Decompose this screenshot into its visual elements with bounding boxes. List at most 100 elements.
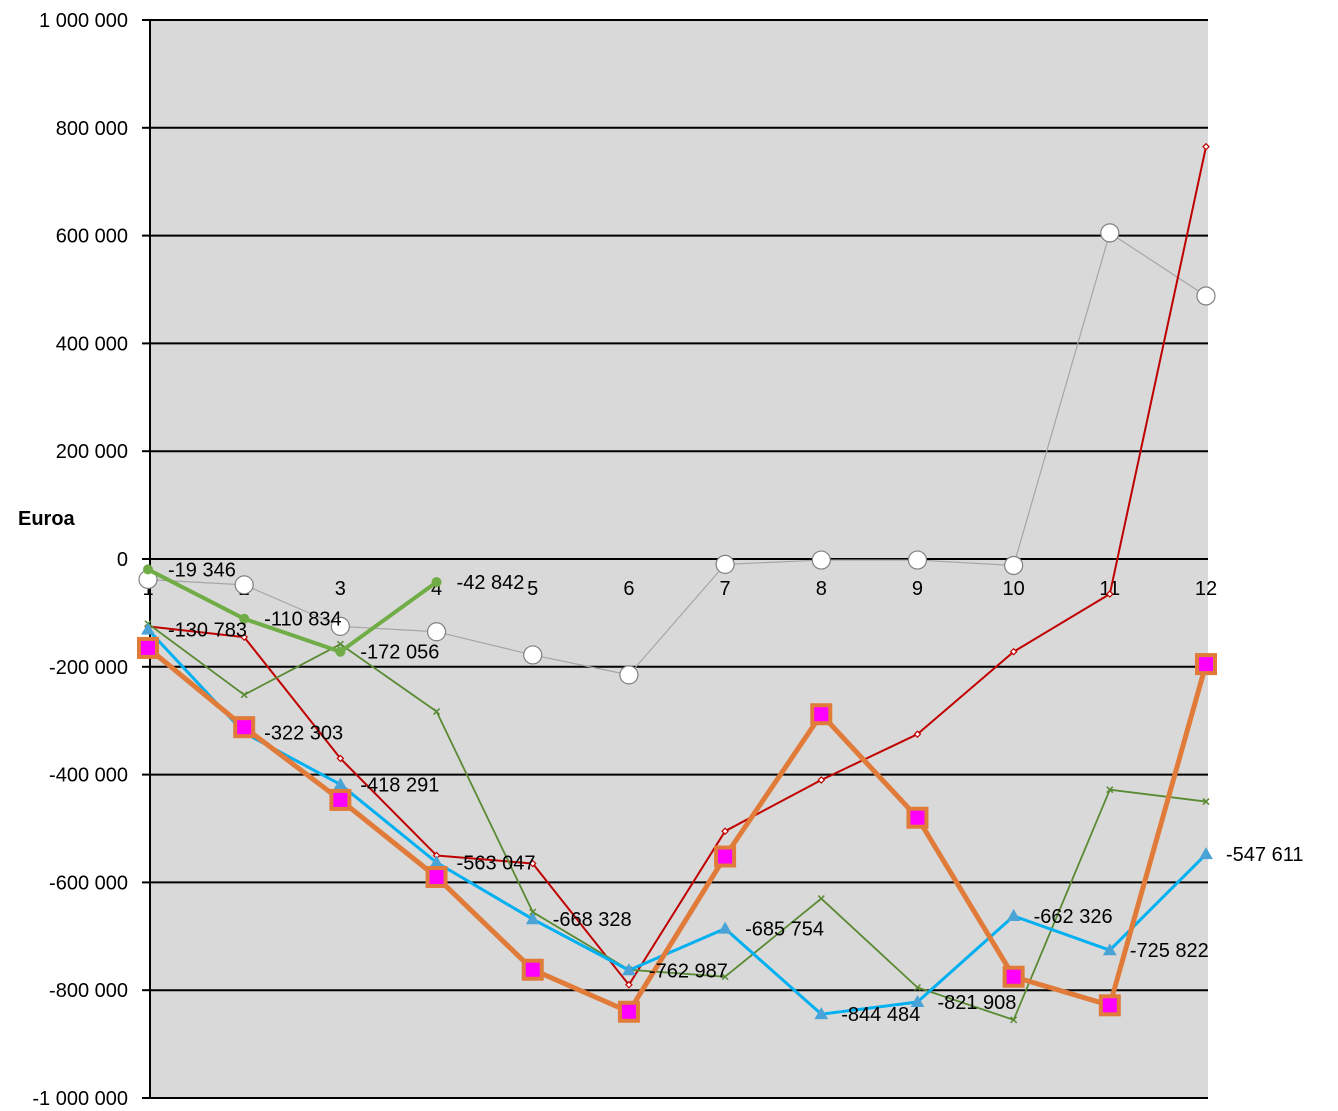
data-point [817, 895, 825, 903]
data-point [718, 921, 732, 934]
data-label: -685 754 [745, 919, 824, 941]
data-point [1195, 653, 1217, 676]
series-group [137, 142, 1217, 1024]
data-point [336, 640, 344, 648]
data-point [336, 754, 345, 763]
y-tick-label: 200 000 [56, 441, 128, 463]
x-tick-label: 7 [720, 578, 731, 600]
y-tick-label: 800 000 [56, 118, 128, 140]
x-tick-label: 3 [335, 578, 346, 600]
y-tick-labels: 1 000 000 800 000 600 000 400 000 200 000 0 -2… [32, 10, 128, 1110]
data-label: -42 842 [457, 572, 525, 594]
series-1 [138, 223, 1216, 685]
data-point [1102, 943, 1117, 956]
data-point [910, 995, 925, 1008]
data-point [521, 958, 544, 981]
data-point [234, 575, 254, 595]
data-labels: -130 783 -322 303 -418 291 -563 047 -668 328… [168, 559, 1303, 1026]
y-axis-label: Euroa [18, 508, 76, 530]
data-point [240, 691, 248, 699]
data-point [913, 983, 921, 992]
data-point [329, 788, 352, 811]
x-tick-label: 12 [1195, 578, 1217, 600]
data-point [1105, 590, 1114, 598]
data-point [715, 554, 735, 574]
data-label: -19 346 [168, 559, 236, 581]
data-point [622, 963, 636, 976]
y-tick-label: -1 000 000 [32, 1088, 128, 1110]
data-point [1006, 908, 1021, 921]
data-point [137, 636, 159, 659]
y-tick-label: -400 000 [49, 765, 128, 787]
data-point [817, 776, 826, 784]
series-5 [137, 636, 1217, 1023]
data-point [529, 908, 537, 916]
data-point [1009, 647, 1018, 656]
data-point [811, 550, 831, 570]
data-point [810, 703, 833, 726]
data-point [814, 1007, 829, 1020]
data-label: -844 484 [841, 1004, 920, 1026]
data-point [1199, 847, 1213, 860]
y-tick-label: -200 000 [49, 657, 128, 679]
data-point [335, 646, 346, 657]
y-tick-label: 400 000 [56, 333, 128, 355]
data-point [625, 980, 633, 989]
data-point [907, 550, 928, 570]
data-point [330, 616, 350, 636]
series-line [147, 567, 438, 654]
y-tick-label: -800 000 [49, 980, 128, 1002]
data-point [913, 730, 922, 739]
series-4 [141, 622, 1213, 1020]
data-point [1202, 142, 1210, 151]
x-tick-label: 10 [1003, 578, 1025, 600]
series-line [146, 628, 1208, 1016]
x-tick-label: 6 [623, 578, 634, 600]
data-point [721, 973, 729, 981]
series-6 [143, 564, 442, 657]
data-point [619, 665, 639, 685]
data-point [1202, 798, 1210, 806]
data-point [240, 633, 249, 642]
series-line [147, 232, 1207, 676]
axes [149, 20, 1208, 1098]
y-tick-label: 0 [117, 549, 128, 571]
x-tick-label: 5 [527, 578, 538, 600]
data-label: -547 611 [1226, 844, 1303, 866]
data-label: -821 908 [937, 992, 1016, 1014]
y-tick-label: -600 000 [49, 872, 128, 894]
data-point [1010, 1016, 1018, 1024]
data-label: -762 987 [649, 960, 728, 982]
x-tick-label: 4 [431, 578, 442, 600]
data-point [525, 912, 540, 925]
x-tick-label: 9 [912, 578, 923, 600]
data-point [141, 622, 155, 635]
series-line [146, 646, 1209, 1015]
data-point [1002, 965, 1025, 988]
x-tick-label: 11 [1099, 578, 1120, 600]
data-point [1098, 994, 1121, 1017]
data-point [431, 577, 442, 588]
data-label: -563 047 [457, 852, 536, 874]
x-tick-label: 8 [816, 578, 827, 600]
data-point [233, 716, 256, 739]
data-label: -172 056 [360, 642, 439, 664]
y-tick-label: 600 000 [56, 226, 128, 248]
data-point [426, 622, 447, 642]
data-point [617, 1000, 640, 1023]
data-point [721, 827, 729, 836]
data-point [714, 845, 737, 868]
data-point [433, 708, 441, 716]
data-point [143, 564, 153, 575]
data-label: -110 834 [264, 609, 341, 631]
data-label: -662 326 [1034, 906, 1113, 928]
data-point [425, 866, 448, 889]
data-point [523, 645, 543, 665]
data-point [1004, 555, 1024, 576]
data-point [1106, 786, 1114, 794]
data-label: -725 822 [1130, 940, 1209, 962]
data-label: -322 303 [264, 723, 343, 745]
data-label: -668 328 [553, 909, 632, 931]
data-label: -418 291 [360, 774, 439, 796]
